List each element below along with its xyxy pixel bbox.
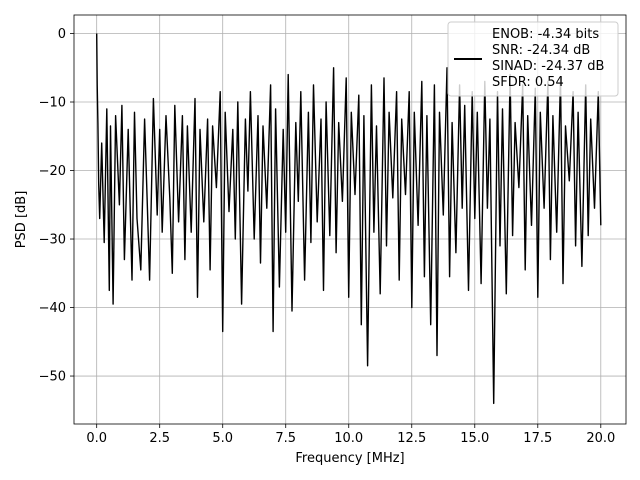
x-tick-label: 12.5 bbox=[397, 431, 426, 446]
y-tick-label: −30 bbox=[39, 233, 66, 248]
x-tick-label: 20.0 bbox=[586, 431, 615, 446]
y-tick-label: 0 bbox=[58, 27, 66, 42]
x-tick-label: 17.5 bbox=[523, 431, 552, 446]
x-tick-label: 15.0 bbox=[460, 431, 489, 446]
x-tick-label: 7.5 bbox=[275, 431, 296, 446]
x-axis-label: Frequency [MHz] bbox=[295, 451, 404, 466]
x-axis-ticks: 0.0 2.5 5.0 7.5 10.0 12.5 15.0 17.5 20.0 bbox=[86, 424, 615, 446]
y-axis-ticks: 0 −10 −20 −30 −40 −50 bbox=[39, 27, 74, 385]
y-tick-label: −40 bbox=[39, 301, 66, 316]
series-layer bbox=[96, 33, 602, 405]
x-tick-label: 0.0 bbox=[86, 431, 107, 446]
legend-enob: ENOB: -4.34 bits bbox=[492, 27, 599, 42]
plot-frame bbox=[73, 14, 627, 425]
legend-snr: SNR: -24.34 dB bbox=[492, 43, 590, 58]
legend-sinad: SINAD: -24.37 dB bbox=[492, 59, 604, 74]
y-tick-label: −50 bbox=[39, 370, 66, 385]
x-tick-label: 10.0 bbox=[334, 431, 363, 446]
y-axis-label: PSD [dB] bbox=[14, 191, 29, 249]
legend-sfdr: SFDR: 0.54 bbox=[492, 75, 564, 90]
psd-series-line bbox=[96, 33, 602, 405]
legend-box bbox=[447, 21, 619, 97]
x-tick-label: 2.5 bbox=[149, 431, 170, 446]
legend: ENOB: -4.34 bits SNR: -24.34 dB SINAD: -… bbox=[447, 21, 619, 97]
y-tick-label: −20 bbox=[39, 164, 66, 179]
y-tick-label: −10 bbox=[39, 96, 66, 111]
x-tick-label: 5.0 bbox=[212, 431, 233, 446]
